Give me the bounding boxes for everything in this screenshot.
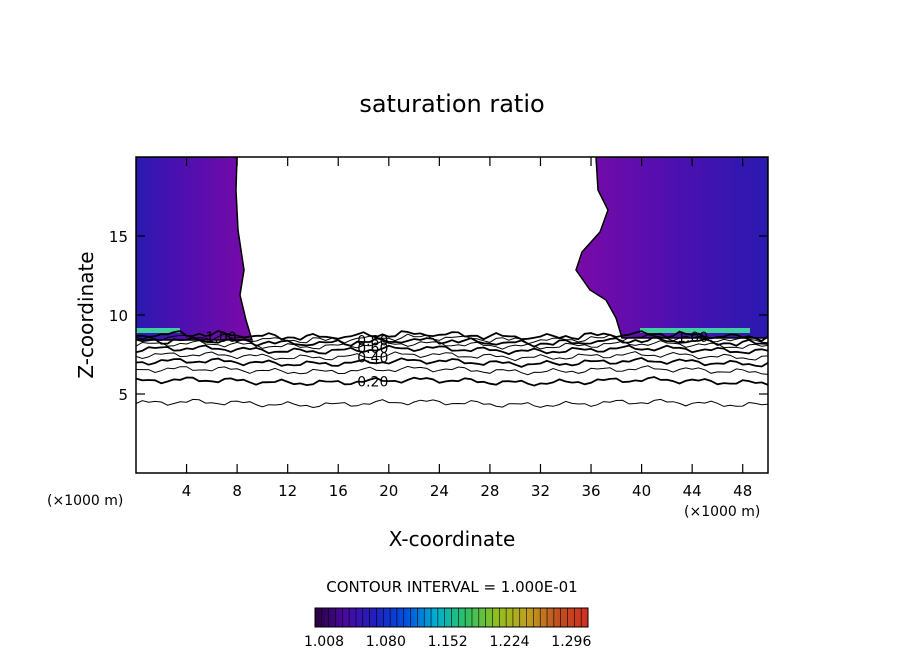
y-tick-label: 10	[109, 307, 128, 325]
contour-line	[136, 329, 768, 343]
x-axis: 4 8 12 16 20 24 28 32 36 40 44 48	[182, 157, 752, 500]
contour-line	[136, 376, 768, 387]
contour-label: 1.00	[677, 330, 708, 346]
x-tick-label: 36	[581, 482, 600, 500]
contour-line	[136, 351, 768, 362]
y-tick-label: 15	[109, 228, 128, 246]
x-tick-label: 16	[329, 482, 348, 500]
high-value-band-left	[136, 328, 180, 333]
colorbar-label: 1.080	[366, 634, 406, 650]
contour-label: 1.00	[206, 330, 237, 346]
colorbar: 1.008 1.080 1.152 1.224 1.296	[304, 607, 592, 650]
contour-interval-text: CONTOUR INTERVAL = 1.000E-01	[326, 578, 577, 596]
plot-area	[136, 157, 768, 409]
contour-labels: 1.00 1.00 0.800.600.40 0.20	[206, 330, 709, 390]
contour-label: 0.40	[357, 351, 388, 367]
contour-line	[136, 335, 768, 348]
x-unit-right: (×1000 m)	[684, 504, 760, 520]
x-tick-label: 44	[683, 482, 702, 500]
x-tick-label: 40	[632, 482, 651, 500]
x-axis-label: X-coordinate	[389, 527, 516, 551]
colorbar-label: 1.224	[489, 634, 529, 650]
x-tick-label: 8	[232, 482, 242, 500]
contour-line	[136, 365, 768, 376]
x-tick-label: 12	[278, 482, 297, 500]
contour-line	[136, 340, 768, 350]
contour-line	[136, 344, 768, 356]
y-axis-label: Z-coordinate	[74, 251, 98, 378]
colorbar-label: 1.296	[551, 634, 591, 650]
colorbar-labels: 1.008 1.080 1.152 1.224 1.296	[304, 634, 592, 650]
colorbar-label: 1.008	[304, 634, 344, 650]
x-tick-label: 32	[531, 482, 550, 500]
x-tick-label: 4	[182, 482, 192, 500]
x-unit-left: (×1000 m)	[47, 493, 123, 509]
high-value-band-right	[640, 328, 750, 333]
contour-label: 0.80	[357, 333, 388, 349]
x-tick-label: 28	[480, 482, 499, 500]
x-tick-label: 20	[379, 482, 398, 500]
x-tick-label: 24	[430, 482, 449, 500]
chart-title: saturation ratio	[359, 90, 544, 118]
contour-label: 0.20	[357, 374, 388, 390]
contour-line	[136, 356, 768, 368]
colorbar-ticks	[314, 608, 589, 627]
contour-line	[136, 398, 768, 409]
supersaturated-region-left	[136, 157, 254, 341]
contour-lines	[136, 329, 768, 409]
y-tick-label: 5	[118, 386, 128, 404]
x-tick-label: 48	[733, 482, 752, 500]
supersaturated-region-right	[575, 157, 768, 339]
y-axis: 5 10 15	[109, 228, 768, 404]
contour-label: 0.60	[357, 341, 388, 357]
colorbar-label: 1.152	[428, 634, 468, 650]
